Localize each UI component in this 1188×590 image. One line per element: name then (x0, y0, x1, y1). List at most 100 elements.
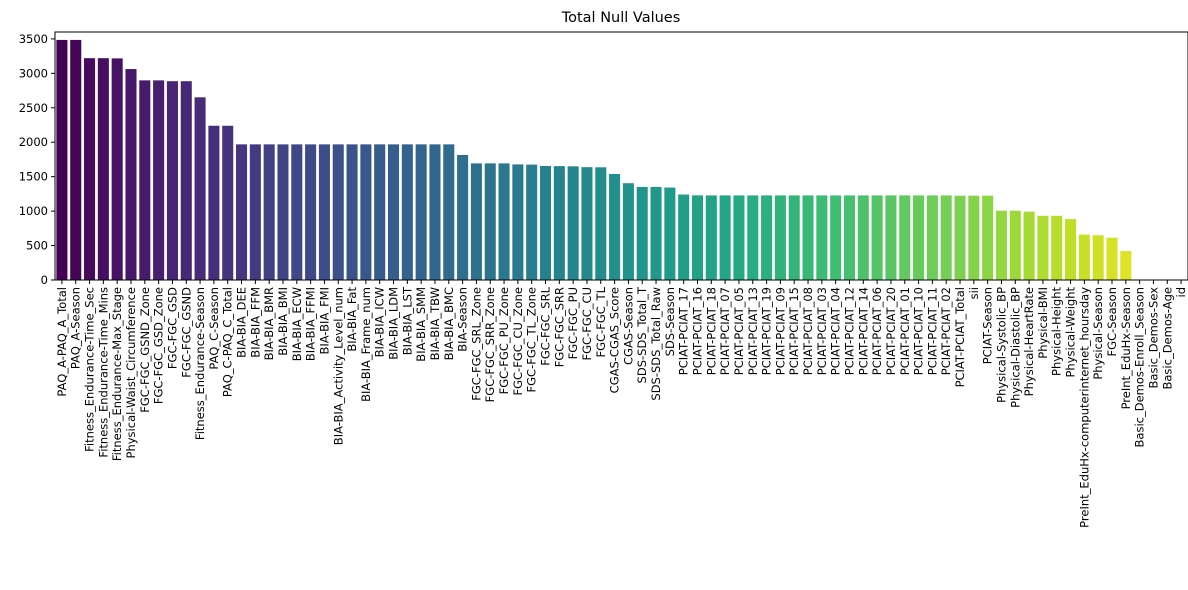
x-tick-label: Physical-Weight (1064, 287, 1078, 378)
bar (802, 195, 814, 280)
bar (291, 144, 303, 280)
bar (332, 144, 344, 280)
bar (816, 195, 828, 280)
x-tick-label: BIA-BIA_BMI (276, 287, 290, 356)
x-tick-label: Basic_Demos-Sex (1146, 287, 1160, 389)
x-tick-label: Basic_Demos-Age (1160, 287, 1174, 390)
bar (526, 164, 538, 280)
x-tick-label: FGC-FGC_CU (580, 287, 594, 360)
bar (1106, 237, 1118, 280)
x-tick-label: BIA-BIA_LST (400, 286, 414, 355)
x-tick-label: Fitness_Endurance-Season (193, 287, 207, 440)
bar (457, 154, 469, 280)
bar (567, 166, 579, 280)
bar (678, 194, 690, 280)
x-tick-label: PCIAT-PCIAT_10 (912, 287, 926, 375)
bar (581, 167, 593, 280)
x-tick-label: BIA-BIA_ICW (373, 287, 387, 357)
bar (968, 195, 980, 280)
bar (1051, 215, 1063, 280)
x-tick-label: Fitness_Endurance-Time_Sec (83, 287, 97, 452)
y-tick-label: 2500 (19, 101, 48, 115)
bar (153, 80, 165, 280)
x-tick-label: PCIAT-PCIAT_20 (884, 287, 898, 375)
x-tick-label: FGC-FGC_GSD_Zone (152, 287, 166, 404)
x-tick-label: sii (967, 287, 981, 299)
x-tick-label: Physical-HeartRate (1022, 287, 1036, 396)
bar (374, 144, 386, 280)
bar (1023, 211, 1035, 280)
bar (857, 195, 869, 280)
x-tick-label: Basic_Demos-Enroll_Season (1133, 287, 1147, 447)
x-tick-label: BIA-BIA_Activity_Level_num (331, 287, 345, 445)
x-tick-label: PCIAT-PCIAT_09 (773, 287, 787, 375)
x-tick-label: BIA-BIA_Frame_num (359, 287, 373, 402)
bar (761, 195, 773, 280)
bar (236, 144, 248, 280)
bar (650, 186, 662, 280)
bar (885, 195, 897, 280)
bar (512, 164, 524, 280)
x-tick-label: PCIAT-PCIAT_19 (760, 287, 774, 375)
bar (1078, 234, 1090, 280)
bar (84, 58, 96, 281)
bar (1009, 210, 1021, 280)
bar (484, 163, 496, 280)
bar (498, 163, 510, 280)
bar (830, 195, 842, 280)
x-tick-label: FGC-FGC_TL (594, 286, 608, 357)
x-tick-label: PCIAT-PCIAT_18 (704, 287, 718, 375)
x-tick-label: PreInt_EduHx-Season (1119, 287, 1133, 409)
x-tick-label: FGC-FGC_GSND (179, 287, 193, 378)
bar (70, 39, 82, 280)
x-tick-label: BIA-BIA_FFMI (304, 287, 318, 361)
x-tick-label: Fitness_Endurance-Max_Stage (110, 287, 124, 461)
bar (208, 125, 220, 280)
bar (553, 166, 565, 280)
x-tick-label: BIA-BIA_DEE (235, 287, 249, 358)
x-tick-label: BIA-BIA_Fat (345, 287, 359, 352)
x-tick-label: SDS-SDS_Total_Raw (649, 287, 663, 401)
x-tick-label: PCIAT-PCIAT_06 (870, 287, 884, 375)
x-tick-label: PreInt_EduHx-computerinternet_hoursday (1077, 287, 1091, 528)
x-tick-label: BIA-BIA_ECW (290, 287, 304, 361)
x-tick-label: FGC-FGC_GSND_Zone (138, 287, 152, 413)
bar (926, 195, 938, 280)
bar (360, 144, 372, 280)
bar (429, 144, 441, 280)
bar (415, 144, 427, 280)
x-tick-label: PAQ_A-PAQ_A_Total (55, 287, 69, 397)
x-tick-label: BIA-BIA_FMI (317, 287, 331, 354)
x-tick-label: FGC-FGC_SRL (539, 286, 553, 365)
x-tick-label: PCIAT-Season (981, 287, 995, 364)
bar (1037, 215, 1049, 280)
y-tick-label: 3000 (19, 66, 48, 80)
x-tick-label: PCIAT-PCIAT_15 (787, 287, 801, 375)
y-tick-label: 500 (26, 239, 48, 253)
x-tick-label: Physical-Season (1091, 287, 1105, 380)
bar (346, 144, 358, 280)
y-tick-label: 2000 (19, 135, 48, 149)
x-tick-label: BIA-BIA_BMR (262, 287, 276, 360)
x-tick-label: PAQ_A-Season (69, 287, 83, 369)
x-tick-label: CGAS-Season (621, 287, 635, 365)
bar (664, 187, 676, 280)
bar (470, 163, 482, 280)
x-tick-label: Physical-Height (1050, 287, 1064, 376)
bar (913, 195, 925, 280)
x-tick-label: SDS-Season (663, 287, 677, 356)
bar (443, 144, 455, 280)
x-tick-label: BIA-BIA_SMM (414, 287, 428, 362)
x-tick-label: FGC-FGC_GSD (165, 287, 179, 369)
bar (691, 195, 704, 280)
x-tick-label: PAQ_C-PAQ_C_Total (221, 287, 235, 397)
bar (222, 125, 234, 280)
y-axis: 0 500 1000 1500 2000 2500 3000 3500 (19, 32, 55, 287)
x-tick-label: PCIAT-PCIAT_13 (746, 287, 760, 375)
x-tick-label: PCIAT-PCIAT_11 (925, 287, 939, 375)
bar (719, 195, 731, 280)
bar (843, 195, 855, 280)
bar (111, 58, 123, 280)
